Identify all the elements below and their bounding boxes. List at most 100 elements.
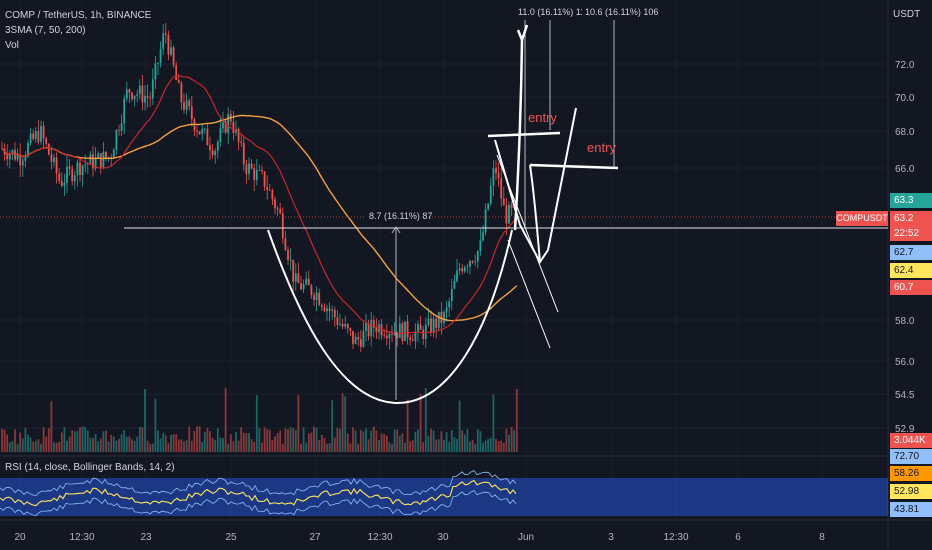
price-tick-label: 58.0 xyxy=(895,316,915,327)
volume-bar xyxy=(411,440,414,452)
candle-body xyxy=(359,339,362,347)
candle-body xyxy=(185,100,188,110)
candle-body xyxy=(349,328,352,332)
volume-bar xyxy=(344,396,347,452)
candle-body xyxy=(323,307,326,312)
volume-bar xyxy=(240,427,243,452)
volume-bar xyxy=(84,427,87,452)
volume-bar xyxy=(68,436,71,452)
volume-bar xyxy=(268,429,271,452)
candle-body xyxy=(201,128,204,135)
candle-body xyxy=(367,323,370,337)
volume-bar xyxy=(365,428,367,452)
measure-label: 11.0 (16.11%) 11 xyxy=(518,7,585,17)
volume-bar xyxy=(227,443,230,452)
date-tick-label: 27 xyxy=(309,532,321,543)
volume-bar xyxy=(235,432,237,452)
candle-body xyxy=(510,204,513,209)
candle-body xyxy=(237,128,240,142)
volume-bar xyxy=(177,439,180,452)
date-tick-label: 12:30 xyxy=(663,532,688,543)
volume-bar xyxy=(515,389,518,452)
volume-bar xyxy=(232,441,235,452)
candle-body xyxy=(188,100,191,107)
candle-body xyxy=(63,182,66,186)
volume-bar xyxy=(289,427,292,452)
volume-bar xyxy=(437,439,440,452)
candle-body xyxy=(406,321,409,338)
volume-bar xyxy=(136,436,139,452)
candle-body xyxy=(287,249,289,260)
volume-bar xyxy=(305,442,308,452)
volume-bar xyxy=(263,427,266,452)
volume-bar xyxy=(164,435,167,452)
candle-body xyxy=(492,168,495,186)
candle-body xyxy=(463,267,466,272)
candle-body xyxy=(209,145,211,151)
volume-bar xyxy=(144,389,146,452)
volume-bar xyxy=(417,429,419,452)
volume-bar xyxy=(11,441,14,452)
candle-body xyxy=(97,153,100,158)
candle-body xyxy=(66,166,68,183)
volume-bar xyxy=(63,427,66,452)
volume-bar xyxy=(16,443,19,452)
volume-bar xyxy=(489,437,492,452)
candle-body xyxy=(53,157,55,162)
volume-bar xyxy=(3,429,6,452)
volume-bar xyxy=(216,428,219,452)
volume-bar xyxy=(53,442,55,452)
volume-bar xyxy=(222,438,224,452)
price-badge: 62.7 xyxy=(890,245,932,260)
candle-body xyxy=(6,154,9,160)
volume-bar xyxy=(1,428,3,452)
volume-bar xyxy=(99,438,102,452)
rsi-indicator-label: RSI (14, close, Bollinger Bands, 14, 2) xyxy=(5,462,175,473)
volume-bar xyxy=(123,429,126,452)
volume-bar xyxy=(172,434,175,452)
candle-body xyxy=(151,79,154,99)
candle-body xyxy=(383,335,386,336)
candle-body xyxy=(175,65,178,81)
candle-body xyxy=(318,292,321,306)
entry-label: entry xyxy=(528,110,557,125)
volume-bar xyxy=(476,429,479,452)
candle-body xyxy=(268,189,271,191)
volume-bar xyxy=(120,434,123,452)
candle-body xyxy=(456,270,458,282)
volume-bar xyxy=(271,439,274,452)
candle-body xyxy=(310,285,313,296)
volume-bar xyxy=(279,430,282,452)
date-tick-label: 12:30 xyxy=(367,532,392,543)
candle-body xyxy=(128,89,131,93)
candle-body xyxy=(76,162,79,176)
volume-bar xyxy=(201,441,204,452)
candle-body xyxy=(55,157,58,174)
candle-body xyxy=(393,332,396,335)
volume-bar xyxy=(466,429,469,452)
candle-body xyxy=(16,154,19,160)
candle-body xyxy=(141,85,144,103)
candle-body xyxy=(346,323,349,329)
volume-bar xyxy=(175,434,178,452)
price-tick-label: 70.0 xyxy=(895,93,915,104)
candle-body xyxy=(484,209,487,233)
trend-line xyxy=(496,154,559,313)
volume-bar xyxy=(310,432,313,452)
candle-body xyxy=(440,311,443,323)
volume-bar xyxy=(513,430,516,452)
candle-body xyxy=(437,311,440,328)
candle-body xyxy=(60,180,63,186)
candle-body xyxy=(50,154,53,162)
volume-bar xyxy=(242,432,245,452)
volume-bar xyxy=(86,430,89,452)
rsi-bb-upper xyxy=(0,469,517,497)
candle-body xyxy=(242,142,245,165)
volume-bar xyxy=(341,393,344,452)
volume-bar xyxy=(183,441,185,452)
volume-bar xyxy=(339,428,341,452)
candle-body xyxy=(404,321,406,341)
volume-bar xyxy=(37,439,40,452)
candle-body xyxy=(339,323,341,325)
